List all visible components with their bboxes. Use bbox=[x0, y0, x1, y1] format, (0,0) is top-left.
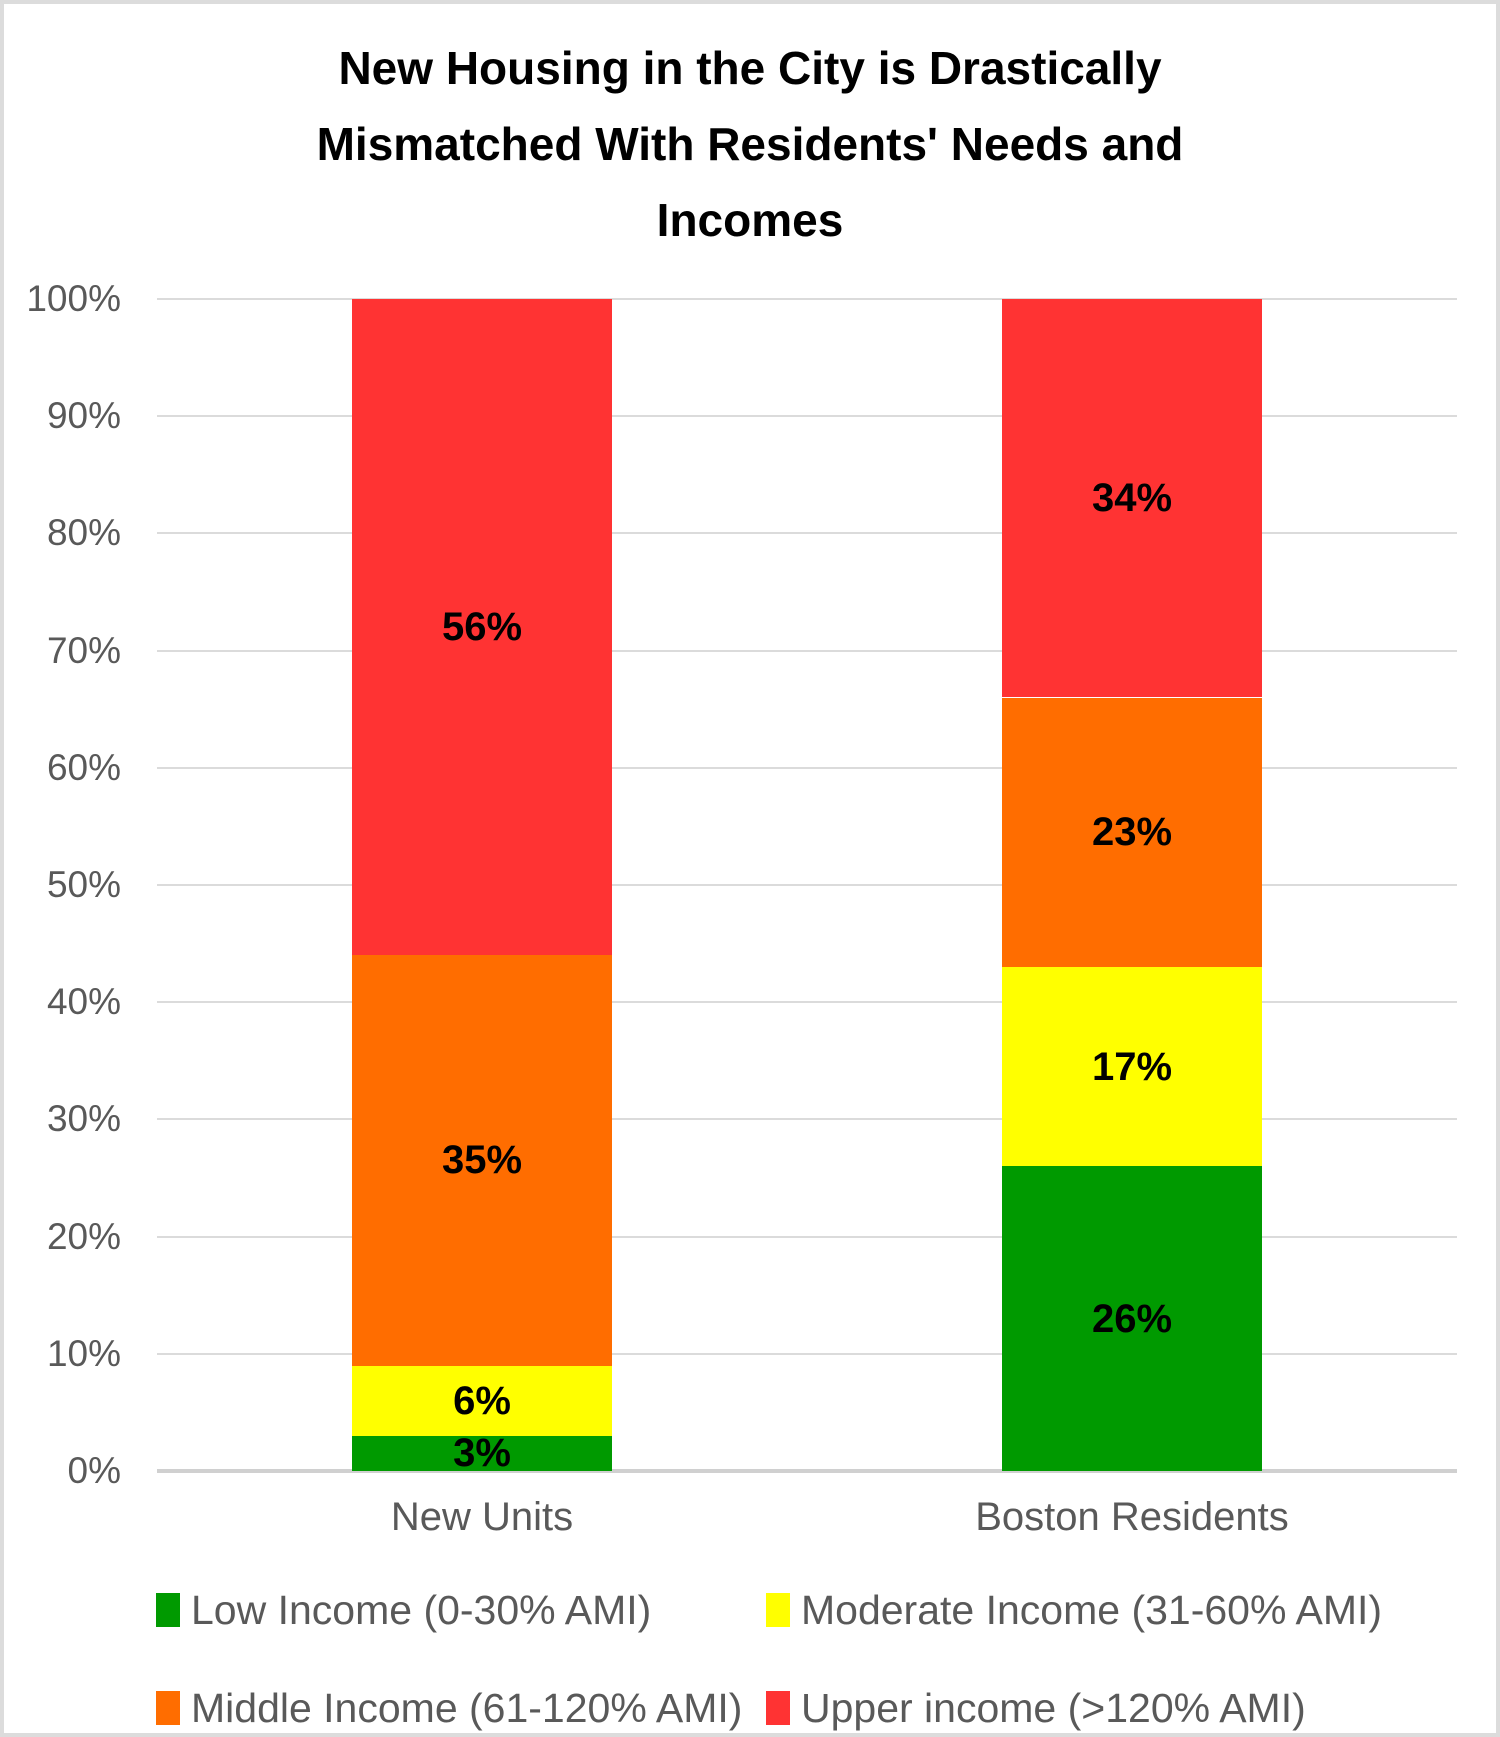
legend-swatch-icon bbox=[156, 1593, 180, 1627]
y-tick-label: 60% bbox=[46, 746, 121, 788]
y-tick-label: 10% bbox=[46, 1332, 121, 1374]
legend-item: Upper income (>120% AMI) bbox=[766, 1685, 1382, 1731]
y-tick-label: 40% bbox=[46, 981, 121, 1023]
bar-segment: 6% bbox=[352, 1365, 612, 1436]
legend-label: Upper income (>120% AMI) bbox=[801, 1684, 1306, 1731]
legend-swatch-icon bbox=[766, 1691, 790, 1725]
bar-segment-label: 6% bbox=[453, 1378, 511, 1423]
legend-label: Moderate Income (31-60% AMI) bbox=[801, 1586, 1383, 1633]
legend-label: Low Income (0-30% AMI) bbox=[191, 1586, 652, 1633]
bar-segment-label: 17% bbox=[1091, 1044, 1173, 1089]
gridline bbox=[157, 766, 1457, 769]
x-axis-line bbox=[157, 1469, 1457, 1473]
legend-item: Middle Income (61-120% AMI) bbox=[156, 1685, 766, 1731]
gridline bbox=[157, 298, 1457, 300]
legend-item: Moderate Income (31-60% AMI) bbox=[766, 1587, 1382, 1633]
bar-segment-label: 56% bbox=[441, 605, 523, 650]
bar-segment: 23% bbox=[1002, 697, 1262, 968]
bar-segment: 17% bbox=[1002, 967, 1262, 1167]
bar-segment: 56% bbox=[352, 299, 612, 956]
chart-title-line: Incomes bbox=[656, 194, 844, 246]
bar-segment-label: 3% bbox=[453, 1431, 511, 1476]
gridline bbox=[157, 1352, 1457, 1355]
y-tick-label: 0% bbox=[67, 1450, 121, 1491]
gridline bbox=[157, 1235, 1457, 1238]
x-category-label: Boston Residents bbox=[975, 1494, 1289, 1539]
y-tick-label: 80% bbox=[46, 512, 121, 554]
legend-label: Middle Income (61-120% AMI) bbox=[191, 1684, 743, 1731]
legend-swatch-icon bbox=[766, 1593, 790, 1627]
bar-boston-residents: 26% 17% 23% 34% bbox=[1002, 299, 1262, 1471]
y-tick-label: 90% bbox=[46, 395, 121, 437]
bar-segment-label: 35% bbox=[441, 1138, 523, 1183]
bar-segment-label: 34% bbox=[1091, 476, 1173, 521]
x-category-label: New Units bbox=[390, 1494, 574, 1539]
chart-title-line: Mismatched With Residents' Needs and bbox=[316, 118, 1184, 170]
legend: Low Income (0-30% AMI) Moderate Income (3… bbox=[156, 1587, 1382, 1731]
bar-segment-label: 26% bbox=[1091, 1296, 1173, 1341]
legend-swatch-icon bbox=[156, 1691, 180, 1725]
y-tick-label: 20% bbox=[46, 1215, 121, 1257]
gridline bbox=[157, 884, 1457, 886]
chart-title-line: New Housing in the City is Drastically bbox=[338, 42, 1162, 94]
bar-new-units: 3% 6% 35% 56% bbox=[352, 299, 612, 1476]
y-tick-label: 30% bbox=[46, 1098, 121, 1140]
bar-segment: 26% bbox=[1002, 1166, 1262, 1471]
gridline bbox=[157, 649, 1457, 652]
chart-title: New Housing in the City is Drastically M… bbox=[190, 30, 1310, 258]
gridline bbox=[157, 532, 1457, 535]
legend-item: Low Income (0-30% AMI) bbox=[156, 1587, 766, 1633]
y-tick-label: 50% bbox=[46, 864, 121, 905]
y-tick-label: 70% bbox=[46, 629, 121, 671]
plot-area: 3% 6% 35% 56% 26% 17% 23% 34% bbox=[157, 298, 1457, 1476]
bar-segment: 35% bbox=[352, 955, 612, 1366]
gridline bbox=[157, 415, 1457, 418]
y-tick-label: 100% bbox=[26, 278, 121, 319]
gridline bbox=[157, 1001, 1457, 1004]
bar-segment: 34% bbox=[1002, 299, 1262, 698]
bar-segment: 3% bbox=[352, 1431, 612, 1476]
gridline bbox=[157, 1118, 1457, 1121]
bar-segment-label: 23% bbox=[1091, 810, 1173, 855]
